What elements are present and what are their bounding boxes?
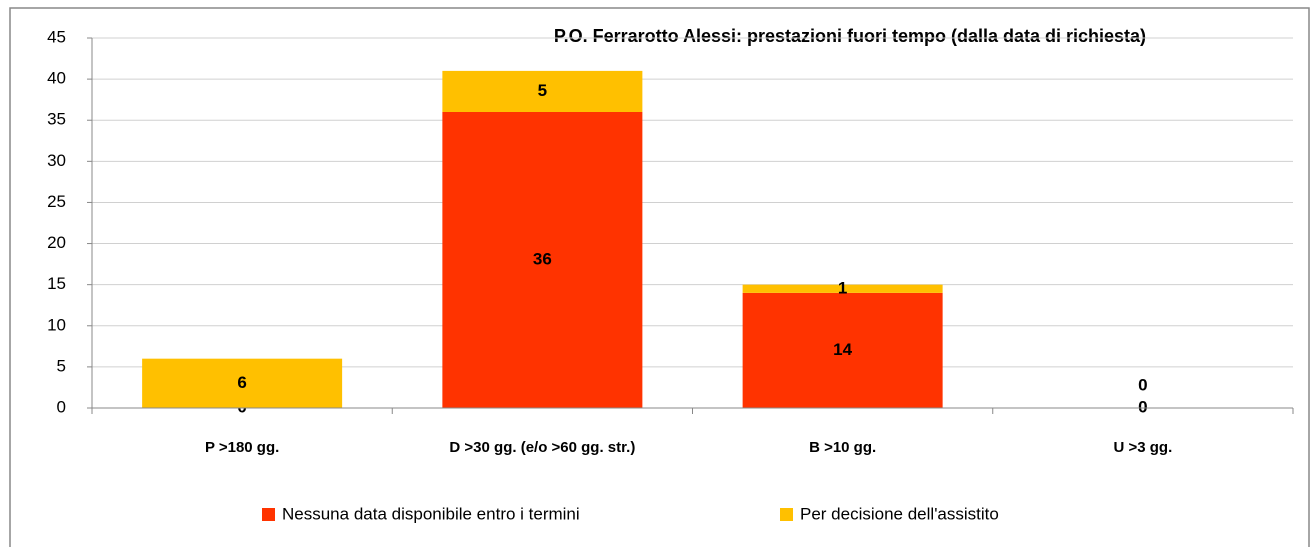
y-tick-label: 30 (47, 151, 66, 170)
legend-label: Nessuna data disponibile entro i termini (282, 504, 580, 523)
chart-title: P.O. Ferrarotto Alessi: prestazioni fuor… (554, 26, 1146, 46)
legend-swatch (780, 508, 793, 521)
bar-segment (142, 358, 343, 408)
y-tick-label: 35 (47, 110, 66, 129)
legend-swatch (262, 508, 275, 521)
data-label: 14 (833, 340, 852, 359)
x-tick-label: D >30 gg. (e/o >60 gg. str.) (449, 439, 635, 456)
x-tick-label: U >3 gg. (1113, 439, 1172, 456)
y-tick-label: 5 (57, 356, 66, 375)
data-label: 0 (1138, 375, 1147, 394)
y-tick-label: 20 (47, 233, 66, 252)
x-tick-label: P >180 gg. (205, 439, 279, 456)
chart-frame (9, 7, 1310, 547)
y-tick-label: 25 (47, 192, 66, 211)
y-tick-label: 10 (47, 315, 66, 334)
bar-segment (742, 292, 943, 408)
y-tick-label: 45 (47, 27, 66, 46)
legend-label: Per decisione dell'assistito (800, 504, 999, 523)
bar-segment (442, 70, 643, 112)
y-tick-label: 40 (47, 69, 66, 88)
data-label: 6 (237, 373, 246, 392)
data-label: 36 (533, 249, 552, 268)
bar-segment (442, 112, 643, 408)
x-tick-label: B >10 gg. (809, 439, 876, 456)
data-label: 5 (538, 81, 547, 100)
y-tick-label: 0 (57, 397, 66, 416)
y-tick-label: 15 (47, 274, 66, 293)
data-label: 0 (1138, 397, 1147, 416)
bar-segment (742, 284, 943, 293)
data-label: 1 (838, 278, 847, 297)
